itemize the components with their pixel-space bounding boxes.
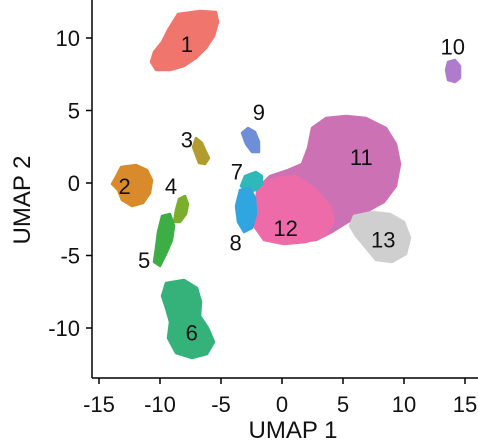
cluster-label-12: 12 — [273, 216, 297, 241]
cluster-label-4: 4 — [165, 174, 177, 199]
cluster-label-11: 11 — [350, 145, 373, 170]
y-tick-label: -10 — [48, 316, 80, 341]
x-tick-label: -15 — [83, 392, 115, 417]
y-tick-label: 5 — [68, 99, 80, 124]
cluster-13-points — [348, 210, 412, 264]
y-tick-label: 0 — [68, 171, 80, 196]
x-tick-label: -10 — [144, 392, 176, 417]
y-tick-label: -5 — [60, 244, 80, 269]
cluster-label-8: 8 — [230, 230, 242, 255]
cluster-label-1: 1 — [181, 32, 193, 57]
cluster-4-points — [172, 194, 190, 224]
cluster-10-points — [444, 58, 462, 84]
x-tick-label: 0 — [276, 392, 288, 417]
cluster-5-points — [152, 212, 176, 268]
cluster-label-6: 6 — [186, 320, 198, 345]
x-ticks: -15 -10 -5 0 5 10 15 — [83, 378, 477, 417]
cluster-label-10: 10 — [441, 35, 465, 60]
clusters-layer — [110, 9, 462, 360]
cluster-label-5: 5 — [138, 248, 150, 273]
y-tick-label: 10 — [56, 26, 80, 51]
x-tick-label: 15 — [453, 392, 477, 417]
x-axis-title: UMAP 1 — [249, 417, 338, 442]
cluster-8-points — [234, 186, 258, 234]
cluster-12-points — [252, 174, 336, 246]
y-axis-title: UMAP 2 — [9, 156, 36, 245]
x-tick-label: 5 — [337, 392, 349, 417]
cluster-1-points — [149, 9, 220, 72]
cluster-label-13: 13 — [371, 228, 395, 253]
x-tick-label: -5 — [211, 392, 231, 417]
cluster-7-points — [239, 170, 264, 194]
cluster-label-7: 7 — [231, 159, 243, 184]
x-tick-label: 10 — [392, 392, 416, 417]
y-ticks: -10 -5 0 5 10 — [48, 26, 92, 341]
cluster-2-points — [110, 163, 154, 208]
cluster-6-points — [160, 278, 216, 360]
cluster-label-2: 2 — [118, 174, 130, 199]
cluster-9-points — [240, 126, 261, 154]
cluster-3-points — [191, 136, 211, 166]
cluster-label-9: 9 — [253, 100, 265, 125]
cluster-label-3: 3 — [181, 128, 193, 153]
